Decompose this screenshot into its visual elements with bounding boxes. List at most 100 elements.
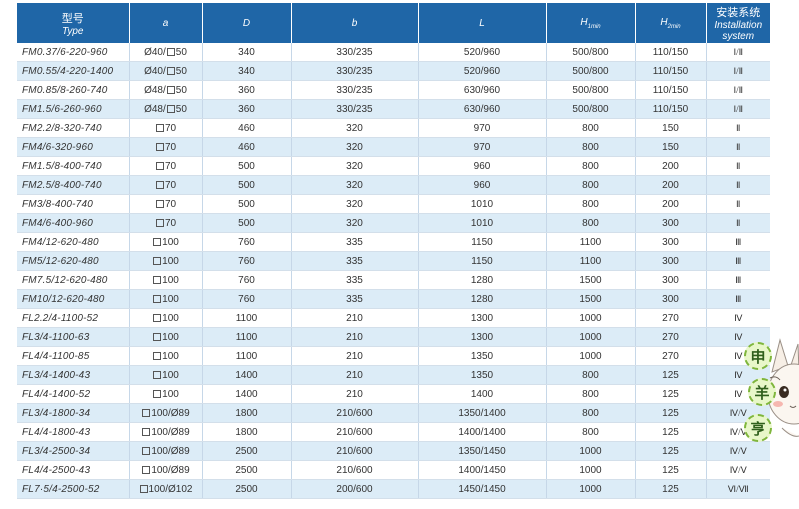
cell-sys: Ⅲ xyxy=(706,251,770,271)
cell-type: FM10/12-620-480 xyxy=(17,289,130,309)
table-row: FL4/4-1100-85 100 1100 210 1350 1000 270 Ⅳ xyxy=(17,346,770,366)
cell-type: FL3/4-1400-43 xyxy=(17,365,130,385)
cell-sys: Ⅰ/Ⅱ xyxy=(706,99,770,119)
cell-sys: Ⅰ/Ⅱ xyxy=(706,61,770,81)
square-section-icon xyxy=(153,256,162,265)
table-row: FM2.5/8-400-740 70 500 320 960 800 200 Ⅱ xyxy=(17,175,770,195)
cell-b: 210 xyxy=(291,327,419,347)
table-row: FL3/4-1100-63 100 1100 210 1300 1000 270 Ⅳ xyxy=(17,327,770,347)
cell-sys: Ⅵ/Ⅶ xyxy=(706,479,770,499)
square-section-icon xyxy=(166,85,175,94)
cell-a-value: 70 xyxy=(164,160,177,172)
cell-l: 1010 xyxy=(418,194,547,214)
cell-d: 460 xyxy=(202,137,292,157)
cell-l: 970 xyxy=(418,137,547,157)
cell-a-value: 70 xyxy=(164,179,177,191)
cell-b: 335 xyxy=(291,270,419,290)
cell-d: 360 xyxy=(202,99,292,119)
mascot-badge-2: 羊 xyxy=(748,378,776,406)
cell-h2: 125 xyxy=(635,365,707,385)
cell-b: 210/600 xyxy=(291,403,419,423)
cell-b: 330/235 xyxy=(291,80,419,100)
cell-h1: 1000 xyxy=(546,346,636,366)
cell-l: 630/960 xyxy=(418,80,547,100)
cell-b: 330/235 xyxy=(291,61,419,81)
cell-sys: Ⅱ xyxy=(706,118,770,138)
cell-a-value: 70 xyxy=(164,217,177,229)
cell-a-prefix: Ø40/ xyxy=(144,46,166,58)
cell-h2: 125 xyxy=(635,384,707,404)
cell-a-value: 100 xyxy=(162,255,179,267)
cell-sys: Ⅲ xyxy=(706,270,770,290)
cell-sys: Ⅳ xyxy=(706,308,770,328)
table-row: FM10/12-620-480 100 760 335 1280 1500 300 Ⅲ xyxy=(17,289,770,309)
cell-h1: 500/800 xyxy=(546,43,636,62)
cell-h1: 1000 xyxy=(546,327,636,347)
cell-b: 320 xyxy=(291,213,419,233)
cell-type: FM0.37/6-220-960 xyxy=(17,43,130,62)
cell-d: 340 xyxy=(202,43,292,62)
cell-l: 1350/1400 xyxy=(418,403,547,423)
cell-a-value: 100 xyxy=(162,388,179,400)
table-row: FL2.2/4-1100-52 100 1100 210 1300 1000 270 Ⅳ xyxy=(17,308,770,328)
cell-l: 1300 xyxy=(418,308,547,328)
cell-h2: 300 xyxy=(635,232,707,252)
table-row: FM1.5/8-400-740 70 500 320 960 800 200 Ⅱ xyxy=(17,156,770,176)
cell-l: 1350/1450 xyxy=(418,441,547,461)
square-section-icon xyxy=(155,161,164,170)
cell-h1: 800 xyxy=(546,365,636,385)
table-body: FM0.37/6-220-960 Ø40/50 340 330/235 520/960 5… xyxy=(17,43,770,499)
cell-a: 70 xyxy=(129,137,203,157)
cell-a-value: 100 xyxy=(162,293,179,305)
cell-h2: 200 xyxy=(635,156,707,176)
cell-a: Ø48/50 xyxy=(129,99,203,119)
square-section-icon xyxy=(142,465,151,474)
cell-a: Ø40/50 xyxy=(129,43,203,62)
cell-type: FL4/4-1400-52 xyxy=(17,384,130,404)
cell-h2: 200 xyxy=(635,175,707,195)
cell-a: 100/Ø89 xyxy=(129,403,203,423)
cell-type: FM1.5/6-260-960 xyxy=(17,99,130,119)
cell-a-value: 50 xyxy=(175,103,187,115)
cell-b: 200/600 xyxy=(291,479,419,499)
cell-h1: 800 xyxy=(546,175,636,195)
table-row: FM5/12-620-480 100 760 335 1150 1100 300 Ⅲ xyxy=(17,251,770,271)
cell-sys: Ⅳ/Ⅴ xyxy=(706,441,770,461)
cell-d: 1400 xyxy=(202,365,292,385)
cell-h1: 500/800 xyxy=(546,80,636,100)
mascot-badge-1: 申 xyxy=(744,342,772,370)
cell-l: 630/960 xyxy=(418,99,547,119)
cell-h2: 110/150 xyxy=(635,61,707,81)
cell-l: 1150 xyxy=(418,251,547,271)
table-row: FM3/8-400-740 70 500 320 1010 800 200 Ⅱ xyxy=(17,194,770,214)
cell-d: 1400 xyxy=(202,384,292,404)
cell-type: FM4/12-620-480 xyxy=(17,232,130,252)
cell-b: 330/235 xyxy=(291,99,419,119)
cell-a-value: 70 xyxy=(164,122,177,134)
cell-h1: 1100 xyxy=(546,232,636,252)
cell-l: 1150 xyxy=(418,232,547,252)
cell-h2: 270 xyxy=(635,308,707,328)
square-section-icon xyxy=(155,180,164,189)
cell-h2: 125 xyxy=(635,460,707,480)
cell-h1: 500/800 xyxy=(546,61,636,81)
square-section-icon xyxy=(153,313,162,322)
cell-a: 70 xyxy=(129,118,203,138)
cell-d: 2500 xyxy=(202,441,292,461)
cell-sys: Ⅲ xyxy=(706,289,770,309)
table-row: FM1.5/6-260-960 Ø48/50 360 330/235 630/960 50… xyxy=(17,99,770,119)
table-row: FL3/4-1800-34 100/Ø89 1800 210/600 1350/1400… xyxy=(17,403,770,423)
cell-d: 1800 xyxy=(202,422,292,442)
cell-type: FM3/8-400-740 xyxy=(17,194,130,214)
cell-h1: 1000 xyxy=(546,308,636,328)
cell-a: 70 xyxy=(129,175,203,195)
square-section-icon xyxy=(155,142,164,151)
cell-l: 1450/1450 xyxy=(418,479,547,499)
cell-h2: 270 xyxy=(635,346,707,366)
cell-h1: 800 xyxy=(546,403,636,423)
cell-d: 340 xyxy=(202,61,292,81)
cell-a-value: 50 xyxy=(175,84,187,96)
table-row: FL4/4-1400-52 100 1400 210 1400 800 125 Ⅳ xyxy=(17,384,770,404)
cell-sys: Ⅱ xyxy=(706,175,770,195)
cell-b: 335 xyxy=(291,251,419,271)
